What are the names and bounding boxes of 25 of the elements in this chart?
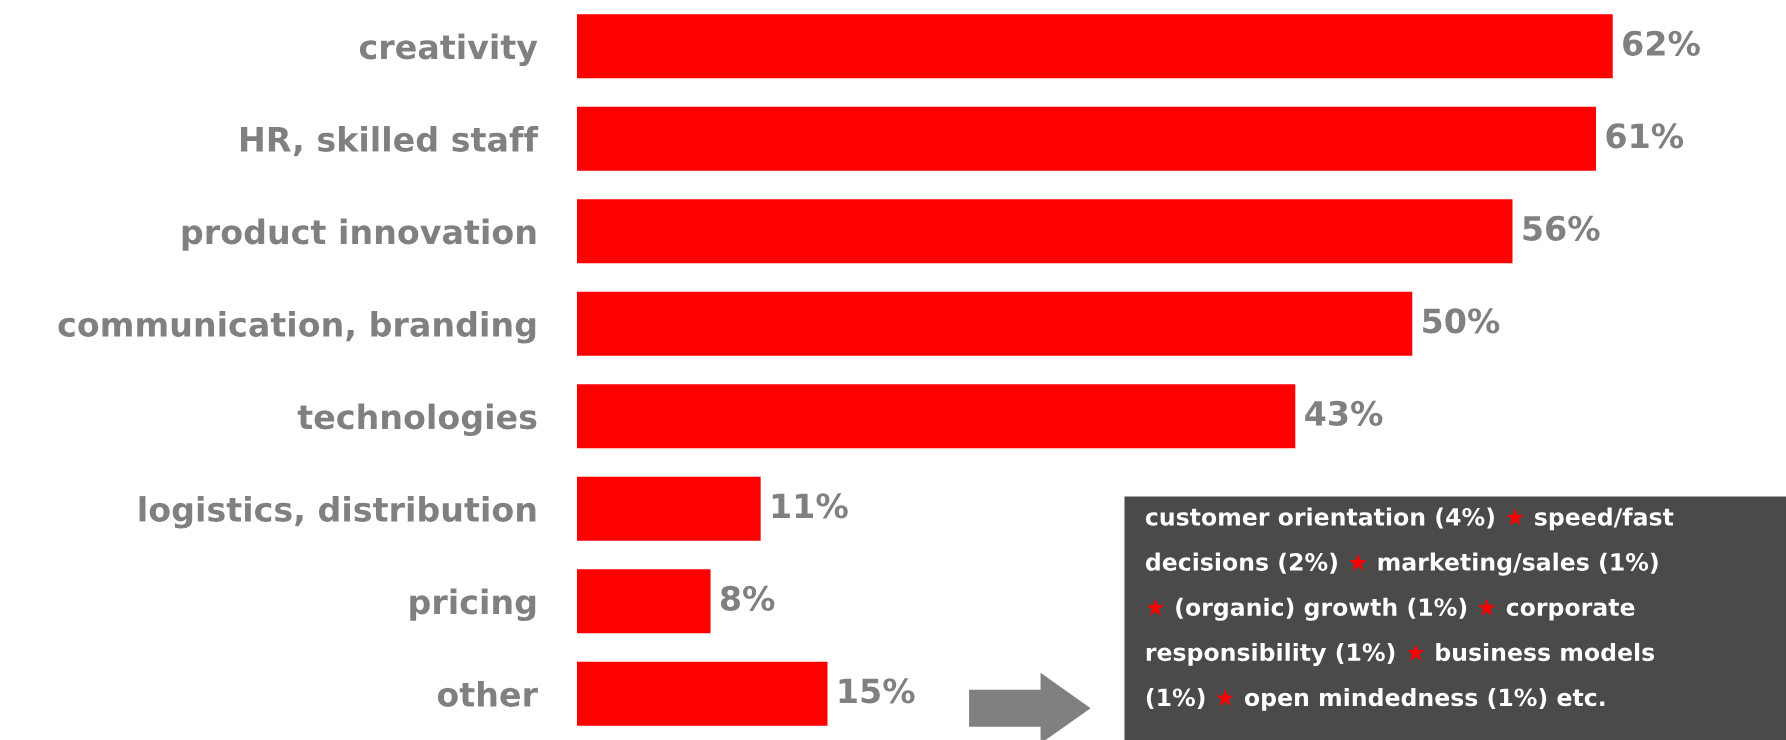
data-label: 15% (839, 678, 915, 704)
y-tick-label: HR, skilled staff (240, 126, 539, 157)
data-label: 43% (1305, 400, 1383, 426)
bar (576, 384, 1296, 449)
data-label: 50% (1423, 308, 1500, 334)
bar (576, 106, 1597, 171)
bar (576, 476, 761, 541)
y-tick-label: pricing (410, 588, 536, 622)
data-label: 8% (720, 585, 775, 611)
y-tick-label: creativity (359, 33, 538, 67)
data-label: 56% (1523, 215, 1600, 241)
y-tick-label: communication, branding (58, 311, 536, 344)
bar (576, 199, 1513, 264)
text: customer orientation (4%) ★ speed/fast decisions (2%) ★ marketing/sales (1%) ★ (organic) growth (1%) ★ corporate responsibility (1%) ★ business models (1%) ★ open mindedness (1%) etc. (1145, 507, 1674, 711)
y-tick-label: logistics, distribution (139, 496, 536, 529)
y-tick-label: technologies (297, 403, 537, 437)
bar (576, 569, 711, 634)
data-label: 61% (1606, 123, 1684, 149)
data-label: 62% (1623, 30, 1700, 56)
bar (576, 14, 1613, 79)
data-label: 11% (772, 493, 848, 519)
y-tick-label: other (437, 681, 538, 707)
bar (576, 291, 1413, 356)
bar (576, 661, 828, 726)
y-tick-label: product innovation (182, 218, 536, 251)
